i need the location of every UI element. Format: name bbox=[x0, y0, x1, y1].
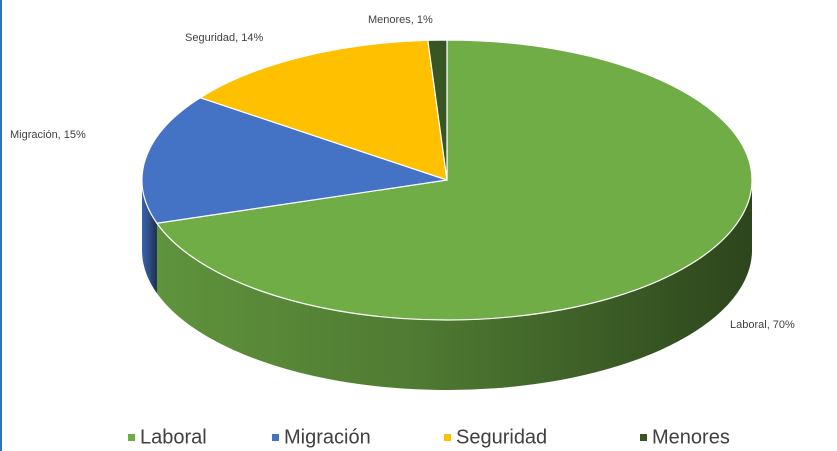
legend-marker bbox=[444, 434, 451, 441]
legend-marker bbox=[640, 434, 647, 441]
slice bbox=[141, 97, 448, 224]
legend-label: Seguridad bbox=[456, 426, 547, 448]
slice-side-shade bbox=[142, 180, 157, 294]
legend-label: Migración bbox=[284, 426, 371, 448]
legend-label: Laboral bbox=[140, 426, 207, 448]
data-label: Migración, 15% bbox=[10, 129, 86, 141]
legend-label: Menores bbox=[652, 426, 730, 448]
slice bbox=[155, 39, 753, 321]
legend-marker bbox=[272, 434, 279, 441]
data-label: Laboral, 70% bbox=[730, 319, 795, 331]
data-label: Menores, 1% bbox=[368, 14, 433, 26]
legend-marker bbox=[128, 434, 135, 441]
slice bbox=[427, 39, 448, 181]
slice bbox=[198, 39, 448, 181]
slice-side-shade bbox=[156, 180, 753, 390]
data-label: Seguridad, 14% bbox=[185, 32, 263, 44]
